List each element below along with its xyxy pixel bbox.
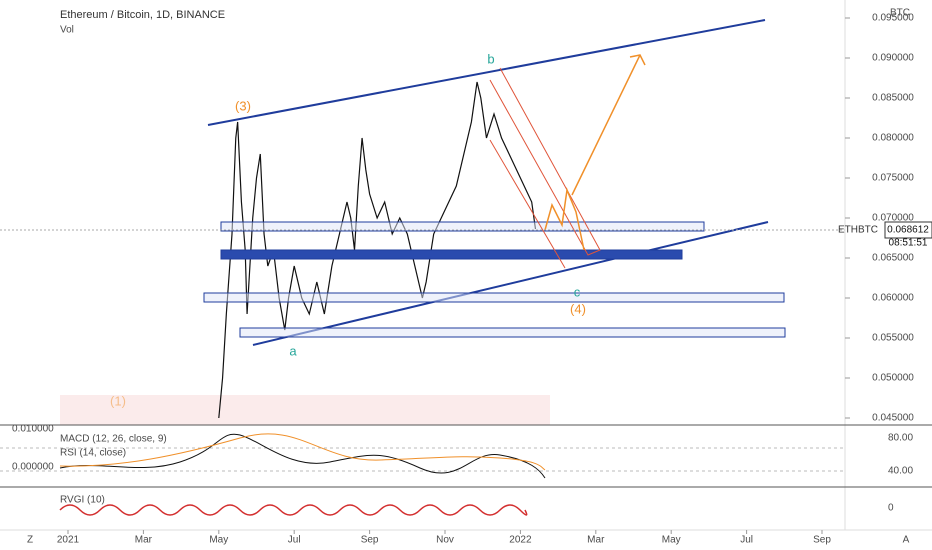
volume-label: Vol [60, 25, 74, 36]
down-channel [489, 67, 601, 256]
zone-box [220, 249, 683, 260]
rvgi-axis-label: 0 [888, 503, 894, 514]
time-tick-label: Sep [813, 535, 831, 546]
price-tick-label: 0.060000 [872, 293, 914, 304]
macd-axis-label: 0.010000 [12, 424, 54, 435]
price-tick-label: 0.080000 [872, 133, 914, 144]
price-tick-label: 0.070000 [872, 213, 914, 224]
wave-label: (1) [110, 393, 126, 408]
volume-area [60, 395, 550, 425]
price-tick-label: 0.090000 [872, 53, 914, 64]
rvgi-line [59, 504, 528, 516]
toolbar-button[interactable]: Z [27, 535, 33, 546]
arrow-head [629, 54, 646, 66]
price-tick-label: 0.085000 [872, 93, 914, 104]
price-badge [884, 221, 932, 239]
time-tick-label: Mar [135, 535, 153, 546]
zone-box [203, 292, 785, 303]
wave-label: (4) [570, 301, 586, 316]
price-tick-label: 0.075000 [872, 173, 914, 184]
macd-label: MACD (12, 26, close, 9) [60, 434, 167, 445]
wave-label: (3) [235, 98, 251, 113]
wave-label: a [289, 343, 297, 358]
last-price: 0.068612 [887, 225, 929, 236]
projection [544, 187, 585, 251]
countdown: 08:51:51 [889, 238, 928, 249]
zone-box [220, 221, 705, 232]
time-tick-label: Jul [288, 535, 301, 546]
macd-signal [59, 433, 546, 471]
rvgi-label: RVGI (10) [60, 495, 105, 506]
time-tick-label: 2021 [57, 535, 80, 546]
rsi-axis-label: 80.00 [888, 433, 913, 444]
price-tick-label: 0.045000 [872, 413, 914, 424]
time-tick-label: May [662, 535, 681, 546]
price-tick-label: 0.055000 [872, 333, 914, 344]
time-tick-label: Nov [436, 535, 454, 546]
price-tick-label: 0.095000 [872, 13, 914, 24]
time-tick-label: Mar [587, 535, 605, 546]
toolbar-button[interactable]: A [903, 535, 910, 546]
rsi-axis-label: 40.00 [888, 466, 913, 477]
currency-label: BTC [890, 8, 910, 19]
macd-axis-label: 0.000000 [12, 462, 54, 473]
time-tick-label: May [209, 535, 228, 546]
price-tick-label: 0.050000 [872, 373, 914, 384]
lower-trendline [252, 221, 769, 346]
time-tick-label: Sep [361, 535, 379, 546]
volume-bars [60, 395, 550, 425]
time-tick-label: 2022 [509, 535, 532, 546]
rsi-line [59, 433, 546, 479]
rsi-label: RSI (14, close) [60, 448, 126, 459]
zone-box [239, 327, 786, 338]
projection-arrow [571, 54, 641, 196]
symbol-title: Ethereum / Bitcoin, 1D, BINANCE [60, 9, 225, 21]
symbol-badge: ETHBTC [838, 225, 878, 236]
upper-trendline [207, 19, 766, 126]
price-tick-label: 0.065000 [872, 253, 914, 264]
wave-label: c [574, 284, 581, 299]
down-channel [489, 139, 566, 269]
time-tick-label: Jul [740, 535, 753, 546]
wave-label: b [487, 51, 494, 66]
